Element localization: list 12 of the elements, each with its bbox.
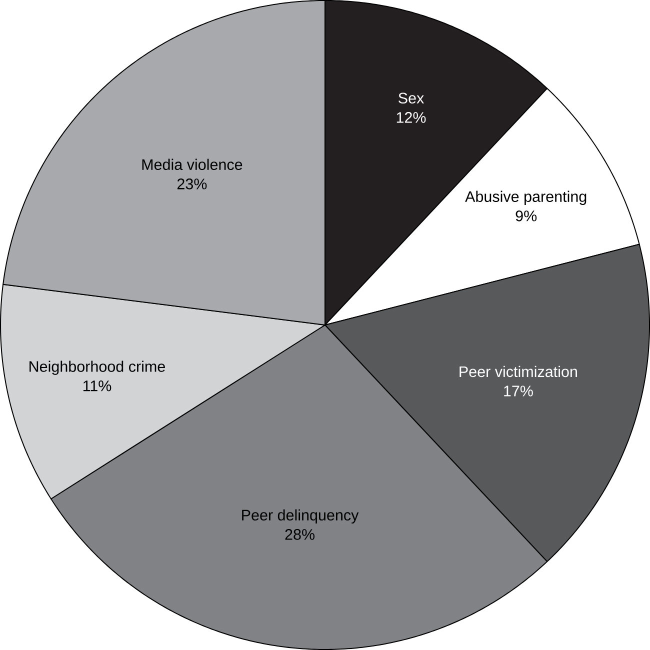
slice-label: Peer delinquency (242, 509, 359, 524)
data-label: 28% (285, 529, 315, 540)
slice-label: Abusive parenting (465, 190, 586, 206)
data-label: 12% (396, 112, 426, 123)
slice-label: Sex (398, 92, 424, 104)
slice-label: Peer victimization (460, 366, 577, 378)
data-label: 23% (177, 178, 207, 190)
slice-label: Media violence (142, 158, 242, 170)
slice-label: Neighborhood crime (30, 360, 165, 375)
data-label: 9% (516, 210, 537, 222)
data-label: 17% (504, 386, 533, 396)
data-label: 11% (83, 380, 112, 392)
